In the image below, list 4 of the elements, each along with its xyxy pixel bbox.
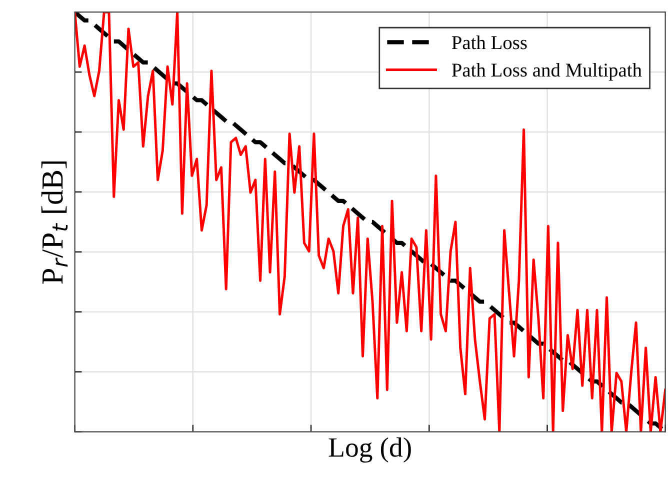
legend-label: Path Loss and Multipath bbox=[452, 63, 642, 81]
x-axis-title: Log (d) bbox=[328, 437, 411, 463]
y-axis-title: P$_{r}$/P$_{t}$ [dB] bbox=[41, 161, 68, 284]
legend-label: Path Loss bbox=[452, 36, 527, 50]
